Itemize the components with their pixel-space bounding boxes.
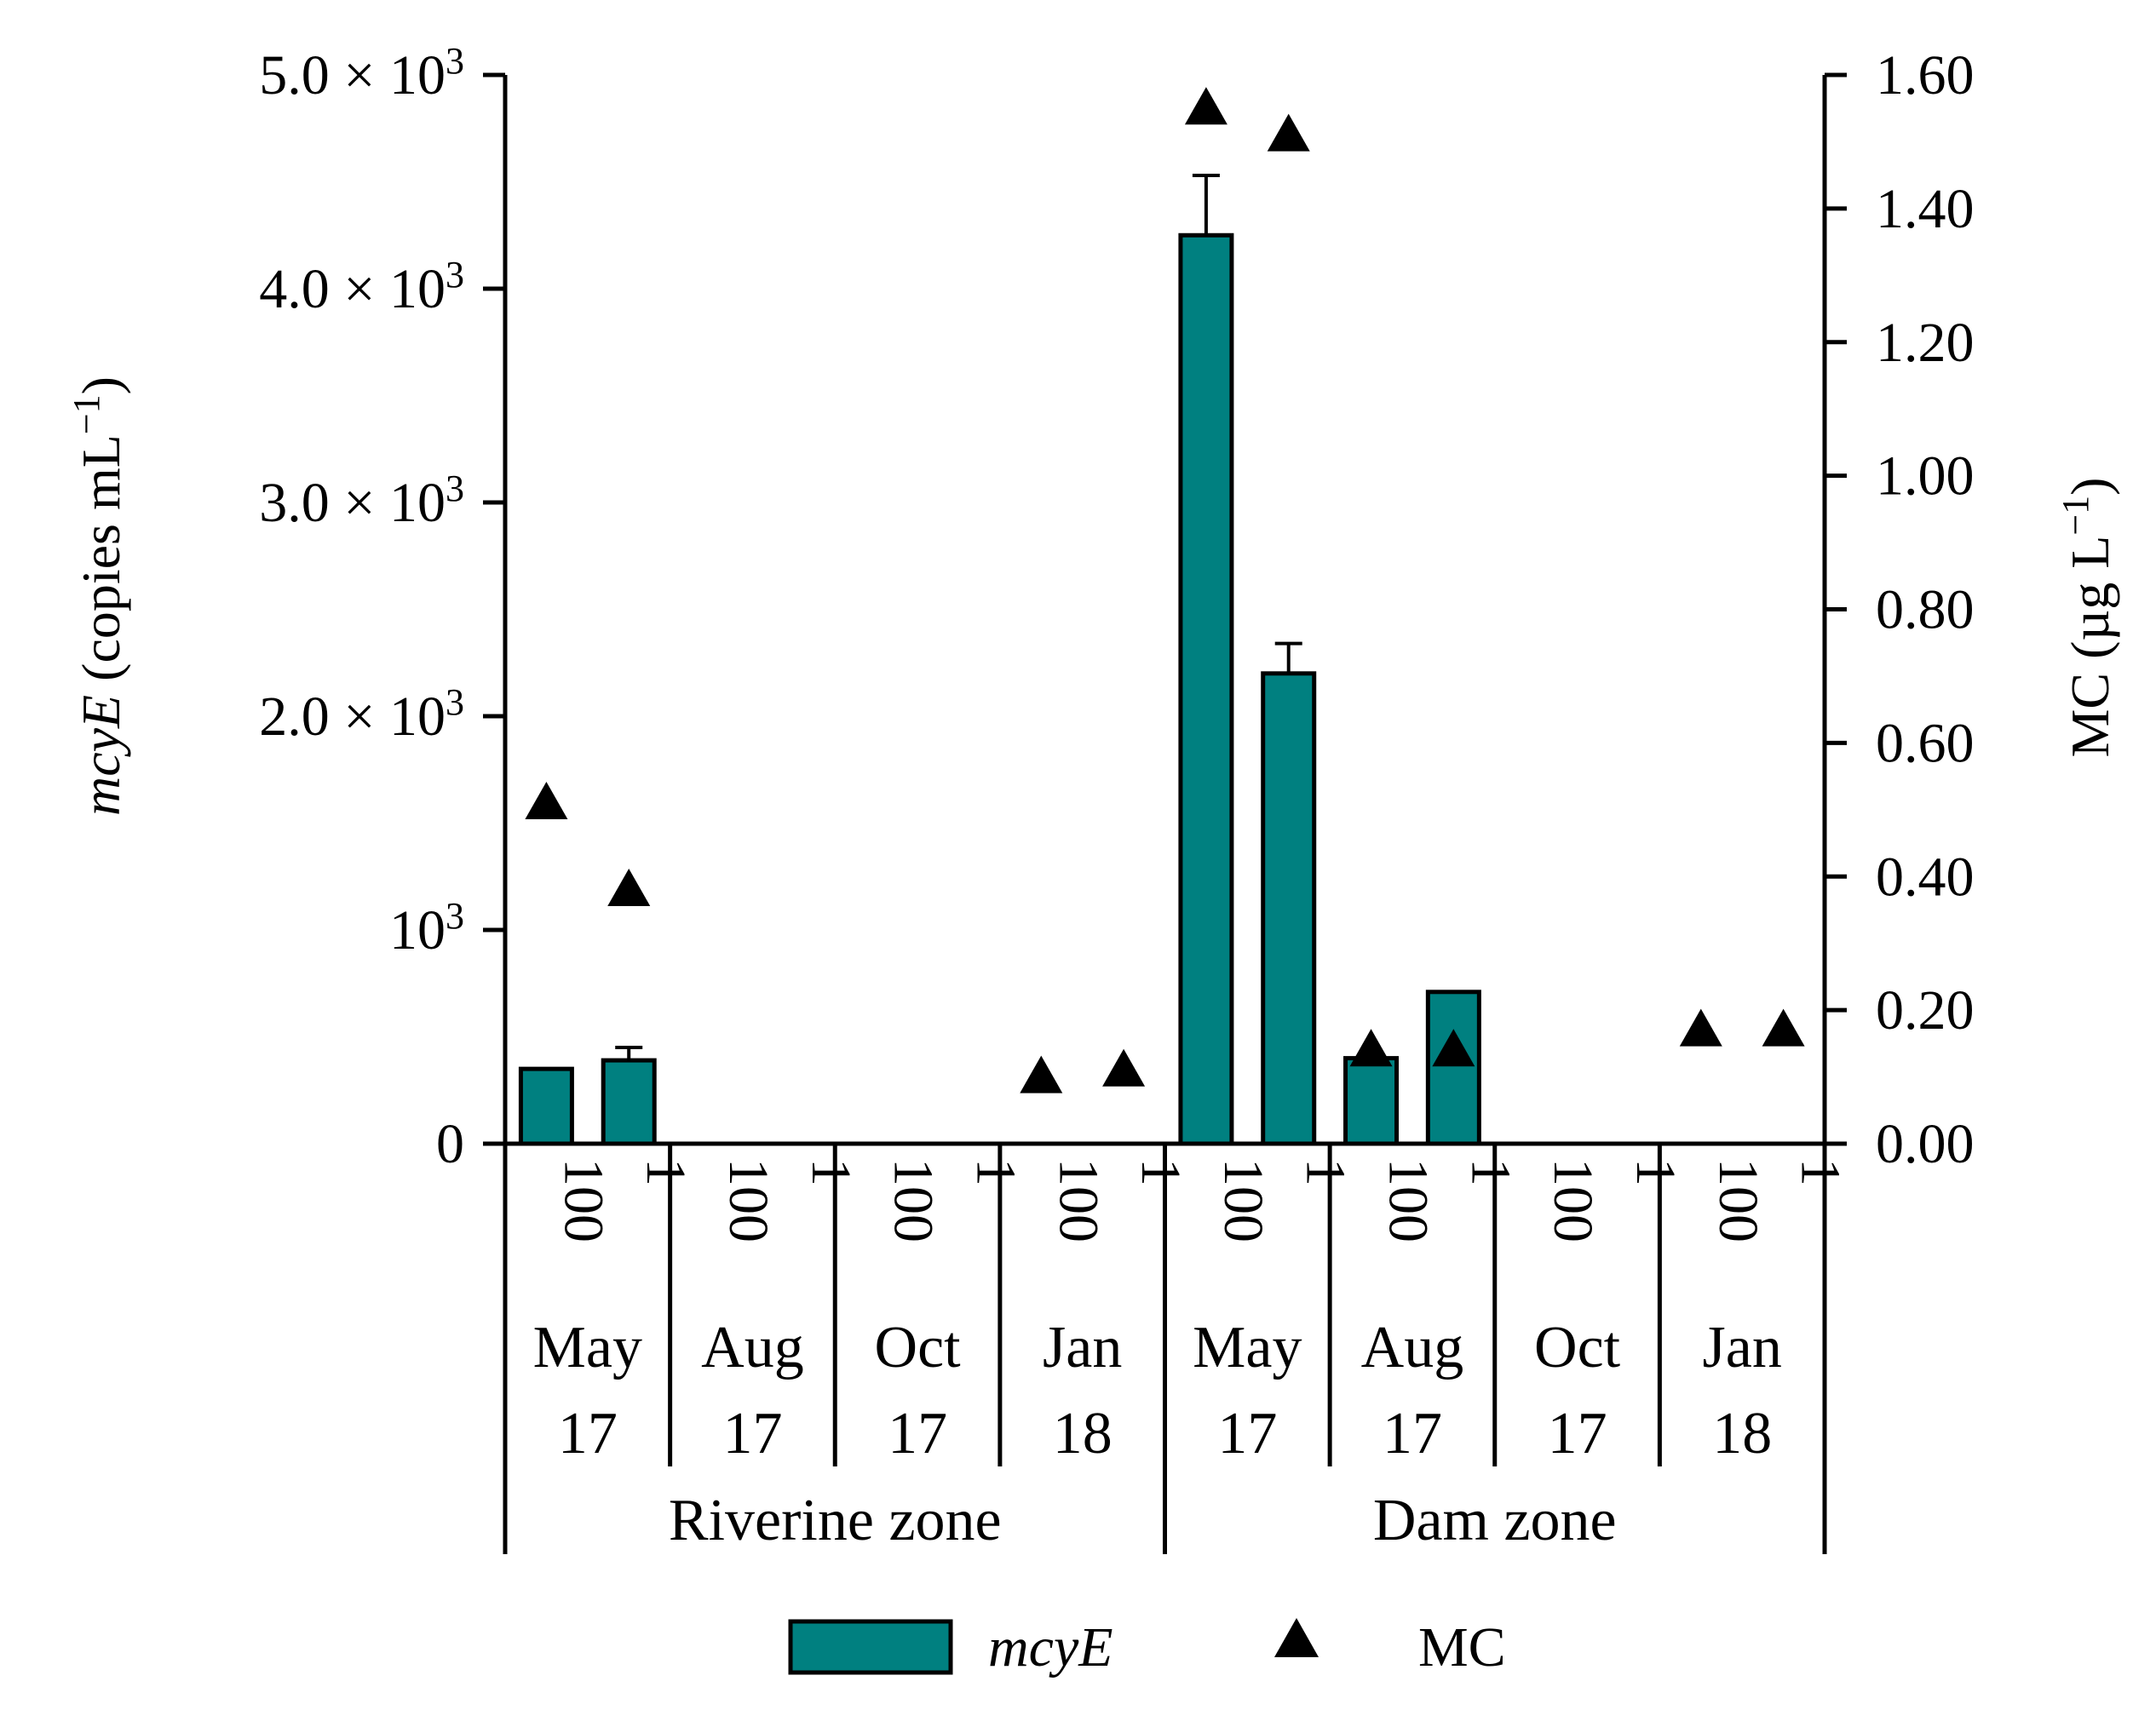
depth-label: 100 <box>717 1158 779 1242</box>
period-year-label: 17 <box>1548 1401 1607 1466</box>
legend-mc-label: MC <box>1418 1616 1506 1678</box>
period-month-label: Jan <box>1703 1315 1782 1380</box>
period-year-label: 17 <box>888 1401 947 1466</box>
left-axis: 0 103 2.0 × 103 3.0 × 103 4.0 × 103 5.0 × 103 <box>259 40 508 1175</box>
period-year-label: 18 <box>1712 1401 1772 1466</box>
mc-marker <box>1102 1048 1146 1087</box>
depth-label: 100 <box>1212 1158 1274 1242</box>
depth-label: 1 <box>800 1158 862 1186</box>
mcyE-bar <box>1425 990 1481 1146</box>
period-year-label: 17 <box>1217 1401 1277 1466</box>
period-year-label: 17 <box>722 1401 782 1466</box>
right-axis-title: MC (µg L−1) <box>2055 477 2121 757</box>
mcyE-bar <box>1178 232 1234 1146</box>
right-tick-label: 0.80 <box>1876 579 1975 641</box>
zone-label: Riverine zone <box>669 1488 1002 1553</box>
legend-mc-triangle <box>1274 1618 1319 1657</box>
mc-marker <box>1020 1055 1063 1093</box>
period-month-label: Aug <box>1361 1315 1464 1380</box>
mcyE-bars <box>518 173 1481 1146</box>
depth-label: 1 <box>1790 1158 1852 1186</box>
left-tick-label: 4.0 × 103 <box>259 254 464 321</box>
right-tick-label: 0.20 <box>1876 979 1975 1041</box>
right-axis: 0.00 0.20 0.40 0.60 0.80 1.00 1.20 1.40 1.60 <box>1822 44 1975 1175</box>
depth-label: 1 <box>1295 1158 1357 1186</box>
mcyE-bar <box>601 1058 657 1146</box>
right-tick-label: 0.60 <box>1876 712 1975 774</box>
period-year-label: 18 <box>1053 1401 1112 1466</box>
mc-marker <box>607 868 651 906</box>
mc-marker <box>1267 113 1310 152</box>
mc-marker <box>1762 1008 1805 1047</box>
legend: mcyE MC <box>788 1616 1506 1678</box>
period-year-label: 17 <box>1383 1401 1442 1466</box>
left-axis-title: mcyE (copies mL−1) <box>66 376 132 816</box>
depth-label: 100 <box>1707 1158 1769 1242</box>
mc-marker <box>1432 1029 1475 1067</box>
depth-label: 1 <box>1624 1158 1687 1186</box>
depth-label: 1 <box>635 1158 697 1186</box>
depth-label: 100 <box>552 1158 614 1242</box>
period-month-label: May <box>533 1315 642 1380</box>
depth-label: 1 <box>1130 1158 1192 1186</box>
period-year-label: 17 <box>558 1401 618 1466</box>
left-tick-label: 5.0 × 103 <box>259 40 464 107</box>
zone-label: Dam zone <box>1373 1488 1617 1553</box>
depth-label: 1 <box>1459 1158 1521 1186</box>
left-tick-label: 3.0 × 103 <box>259 468 464 535</box>
mcyE-bar <box>1343 1056 1400 1146</box>
left-tick-label: 2.0 × 103 <box>259 681 464 749</box>
mc-marker <box>1349 1029 1393 1067</box>
right-tick-label: 1.00 <box>1876 445 1975 508</box>
mcyE-bar <box>518 1066 574 1146</box>
legend-mcyE-label: mcyE <box>988 1616 1113 1678</box>
depth-label: 100 <box>1377 1158 1440 1242</box>
right-tick-label: 0.40 <box>1876 846 1975 908</box>
mc-marker <box>525 781 568 819</box>
right-tick-label: 1.20 <box>1876 312 1975 374</box>
mcyE-bar <box>1261 671 1317 1146</box>
mc-marker <box>1184 87 1227 125</box>
depth-label: 100 <box>1542 1158 1604 1242</box>
period-month-label: Oct <box>875 1315 962 1380</box>
right-tick-label: 0.00 <box>1876 1113 1975 1175</box>
mc-marker <box>1679 1008 1722 1047</box>
period-month-label: Oct <box>1534 1315 1621 1380</box>
period-month-label: Aug <box>701 1315 804 1380</box>
depth-label: 100 <box>883 1158 945 1242</box>
x-axis: 100 1 100 1 100 1 100 1 100 1 100 1 100 1 100 1 May 17 Aug… <box>503 1141 1852 1554</box>
period-month-label: May <box>1193 1315 1302 1380</box>
right-tick-label: 1.60 <box>1876 44 1975 106</box>
period-month-label: Jan <box>1043 1315 1122 1380</box>
depth-label: 1 <box>964 1158 1026 1186</box>
right-tick-label: 1.40 <box>1876 178 1975 240</box>
depth-label: 100 <box>1047 1158 1109 1242</box>
mc-markers <box>525 87 1805 1093</box>
left-tick-label: 0 <box>436 1113 464 1175</box>
left-tick-label: 103 <box>389 895 464 962</box>
legend-mcyE-swatch <box>788 1619 953 1675</box>
